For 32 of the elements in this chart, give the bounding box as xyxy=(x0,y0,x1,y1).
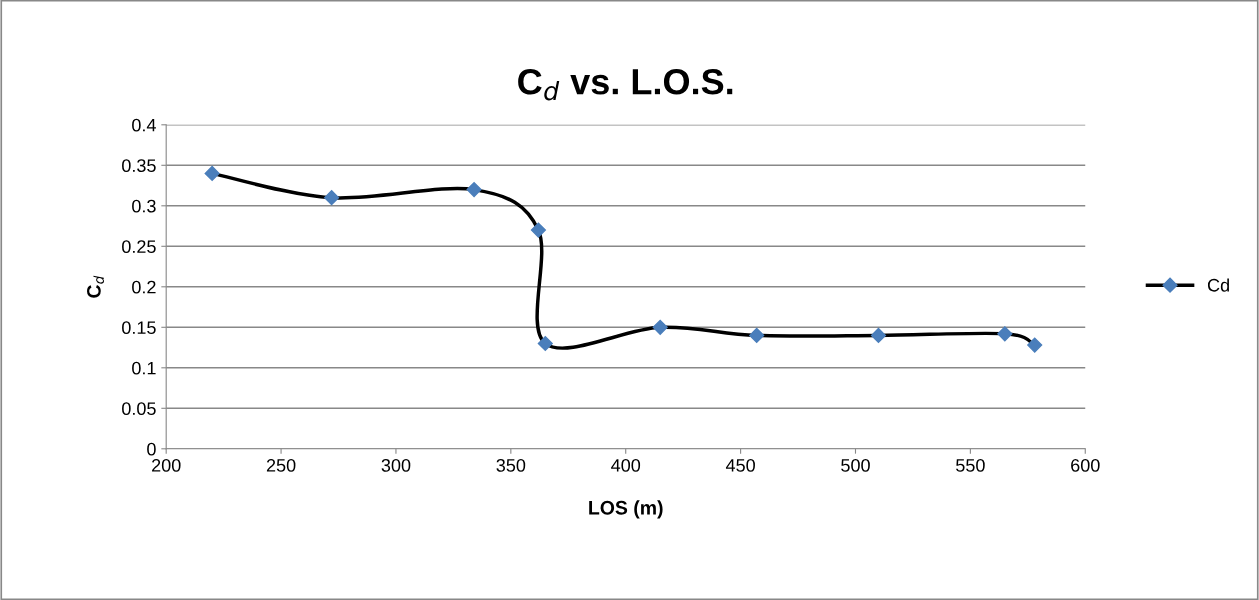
x-tick-label: 300 xyxy=(381,459,411,472)
x-tick-label: 200 xyxy=(152,459,181,472)
x-tick-label: 550 xyxy=(956,459,985,472)
point xyxy=(204,165,220,181)
x-tick-label: 600 xyxy=(1071,459,1100,472)
legend-label: Cd xyxy=(1207,278,1229,292)
point xyxy=(466,182,482,198)
point xyxy=(324,190,340,206)
y-tick-label: 0.2 xyxy=(132,280,156,294)
x-axis-title: LOS (m) xyxy=(589,500,663,519)
chart-title: C$_{d}$ vs. L.O.S. xyxy=(518,68,733,101)
point xyxy=(997,326,1013,342)
point xyxy=(530,222,546,238)
x-tick-label: 500 xyxy=(841,459,870,472)
y-tick-label: 0.1 xyxy=(132,361,156,375)
y-tick-label: 0.25 xyxy=(122,240,156,254)
point xyxy=(537,335,553,352)
point xyxy=(1027,337,1043,353)
y-tick-label: 0.3 xyxy=(132,199,156,213)
x-tick-label: 450 xyxy=(725,459,755,472)
x-tick-label: 350 xyxy=(496,459,526,472)
y-tick-label: 0.4 xyxy=(132,118,156,132)
x-tick-label: 250 xyxy=(266,459,296,472)
point xyxy=(749,327,765,343)
y-tick-label: 0 xyxy=(147,442,156,456)
y-tick-label: 0.05 xyxy=(122,402,156,416)
point xyxy=(870,327,887,343)
y-axis-title: C$_{d}$ xyxy=(87,275,104,298)
y-tick-label: 0.35 xyxy=(122,159,156,173)
point xyxy=(652,319,668,335)
y-tick-label: 0.15 xyxy=(122,321,156,335)
x-tick-label: 400 xyxy=(611,459,641,472)
